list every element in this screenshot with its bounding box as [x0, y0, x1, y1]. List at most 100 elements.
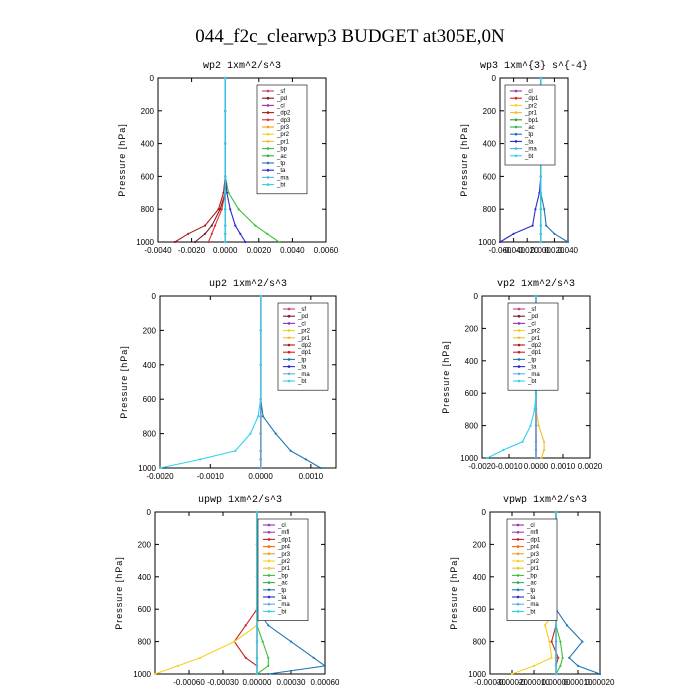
legend-marker [267, 545, 271, 548]
legend-marker [516, 610, 520, 613]
legend-label: _ta [527, 365, 537, 371]
data-point [193, 240, 197, 244]
legend: _cl_mfl_dp1_pr4_pr3_pr2_pr1_bp_ac_tp_ta_… [506, 518, 558, 621]
data-point [559, 664, 562, 668]
x-tick-label: 0.0040 [280, 246, 305, 255]
legend-label: _mfl [526, 530, 538, 536]
legend-label: _sf [527, 307, 536, 313]
data-point [533, 408, 536, 411]
y-tick-label: 1000 [468, 670, 486, 679]
legend-marker [516, 523, 520, 527]
panel-title: wp2 1xm^2/s^3 [203, 60, 281, 72]
data-point [254, 224, 257, 227]
legend-label: _sf [297, 307, 306, 313]
y-tick-label: 800 [483, 205, 497, 214]
legend: _cl_mfl_dp1_pr4_pr3_pr2_pr1_bp_ac_tp_ta_… [257, 518, 309, 621]
legend-label: _pr2 [297, 329, 311, 335]
y-tick-label: 800 [473, 638, 487, 647]
legend-marker [267, 610, 271, 613]
legend-label: _pr1 [524, 111, 538, 117]
data-point [277, 240, 281, 244]
legend-marker [517, 307, 521, 311]
legend-label: _dp3 [276, 118, 291, 124]
y-tick-label: 800 [143, 430, 157, 439]
legend-label: _dp1 [277, 537, 292, 543]
data-point [539, 240, 542, 244]
data-point [267, 672, 270, 676]
data-point [259, 294, 262, 298]
legend-label: _ta [276, 168, 286, 174]
data-point [237, 208, 240, 211]
legend-marker [266, 154, 270, 158]
x-tick-label: 0.0010 [299, 472, 324, 481]
legend-marker [266, 161, 270, 165]
legend-label: _pr4 [526, 545, 540, 551]
data-point [259, 458, 262, 461]
data-point [539, 191, 542, 194]
data-point [255, 624, 259, 627]
panel-4: vp2 1xm^2/s^3 Pressure [hPa] 0 200 400 600 800… [441, 278, 603, 471]
legend-label: _pr2 [277, 559, 291, 565]
data-point [224, 191, 227, 194]
y-axis-label: Pressure [hPa] [441, 340, 451, 414]
y-axis-label: Pressure [hPa] [449, 556, 459, 630]
legend-label: _ma [277, 602, 290, 608]
series-line [555, 512, 601, 675]
y-tick-label: 1000 [133, 670, 151, 679]
legend-label: _pd [276, 96, 287, 102]
data-point [249, 432, 252, 435]
legend-label: _bt [297, 379, 307, 385]
legend-label: _dp1 [297, 350, 312, 356]
legend-label: _bp [277, 573, 289, 579]
legend-label: _bt [524, 154, 534, 160]
data-point [565, 624, 569, 627]
data-point [259, 329, 262, 332]
legend-label: _cl [526, 523, 535, 529]
y-tick-label: 600 [138, 605, 152, 614]
legend-marker [287, 336, 291, 340]
data-point [210, 232, 213, 235]
series-bt [224, 76, 227, 244]
data-point [543, 208, 546, 211]
legend-marker [267, 538, 271, 541]
legend-marker [287, 365, 291, 368]
data-point [259, 432, 262, 435]
legend-label: _pr3 [277, 552, 291, 558]
y-tick-label: 0 [492, 74, 497, 83]
x-tick-label: 0.040 [558, 246, 579, 255]
y-tick-label: 0 [147, 508, 152, 517]
legend-label: _bt [527, 379, 537, 385]
data-point [267, 664, 270, 668]
y-axis-label: Pressure [hPa] [459, 123, 469, 197]
x-tick-label: -0.00060 [173, 678, 205, 687]
data-point [234, 224, 237, 227]
legend-label: _bt [277, 609, 287, 615]
data-point [267, 624, 270, 627]
legend-marker [517, 365, 521, 368]
legend-label: _tp [276, 161, 286, 167]
data-point [486, 456, 489, 460]
data-point [259, 415, 262, 418]
x-tick-label: 0.0020 [578, 462, 603, 471]
legend: _sf_pd_cl _pr2_pr1_dp2_dp1_tp _ta_ma_bt [277, 302, 329, 391]
data-point [554, 672, 558, 676]
x-tick-label: -0.00030 [474, 678, 506, 687]
legend-label: _cl [297, 321, 306, 327]
legend-marker [517, 329, 521, 332]
x-tick-label: -0.0010 [197, 472, 225, 481]
data-point [239, 232, 242, 235]
panel-2: wp3 1xm^{3} s^{-4} Pressure [hPa] 0 200 400 6… [459, 60, 588, 255]
data-point [158, 466, 162, 470]
legend-label: _dp2 [527, 343, 542, 349]
legend-marker [266, 147, 270, 150]
data-point [224, 240, 227, 244]
legend-label: _dp2 [297, 343, 312, 349]
legend-label: _dp2 [276, 111, 291, 117]
legend-marker [287, 329, 291, 332]
data-point [187, 232, 190, 235]
x-tick-label: 0.00000 [542, 678, 571, 687]
legend-marker [267, 559, 271, 563]
legend-label: _dp1 [527, 350, 542, 356]
legend-label: _pr4 [277, 545, 291, 551]
